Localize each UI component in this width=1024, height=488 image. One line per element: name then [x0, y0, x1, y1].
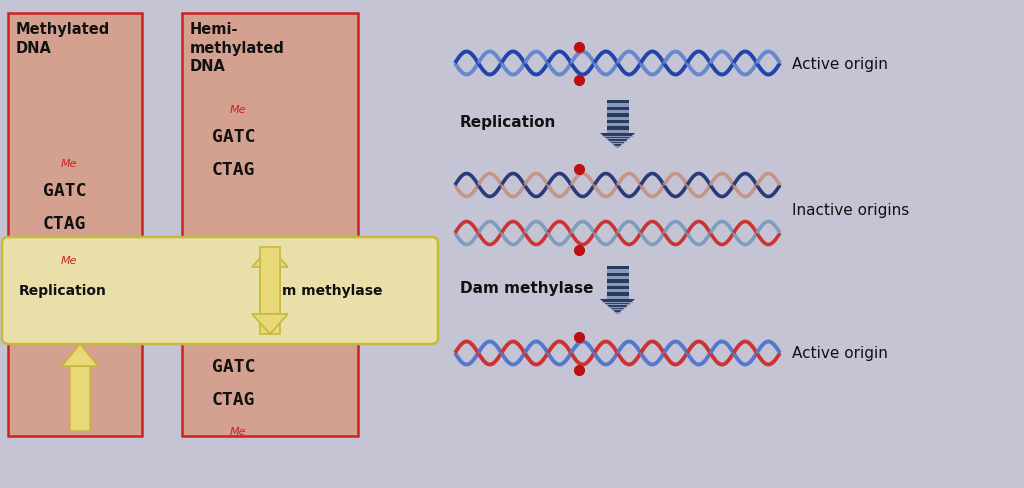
- Text: Active origin: Active origin: [792, 346, 888, 361]
- Bar: [606, 130, 629, 134]
- Bar: [606, 127, 629, 130]
- Polygon shape: [600, 134, 635, 149]
- Text: GATC: GATC: [212, 357, 256, 375]
- Bar: [606, 114, 629, 117]
- Bar: [8, 14, 142, 436]
- Text: Me: Me: [61, 256, 78, 265]
- Bar: [606, 276, 629, 280]
- Bar: [606, 273, 629, 276]
- Text: Me: Me: [230, 426, 247, 436]
- Bar: [260, 247, 280, 314]
- Text: CTAG: CTAG: [212, 390, 256, 408]
- Bar: [606, 111, 629, 114]
- Text: Replication: Replication: [19, 284, 106, 298]
- Text: Dam methylase: Dam methylase: [261, 284, 383, 298]
- Bar: [606, 101, 629, 104]
- Text: Me: Me: [61, 159, 78, 169]
- Bar: [606, 293, 629, 296]
- Polygon shape: [600, 299, 635, 314]
- Bar: [606, 121, 629, 124]
- Text: Hemi-
methylated
DNA: Hemi- methylated DNA: [190, 22, 285, 74]
- Text: Active origin: Active origin: [792, 57, 888, 71]
- Bar: [606, 107, 629, 111]
- Text: Me: Me: [230, 105, 247, 115]
- Text: GATC: GATC: [212, 128, 256, 146]
- Bar: [606, 289, 629, 293]
- Text: CTAG: CTAG: [212, 161, 256, 179]
- Bar: [70, 366, 90, 431]
- Bar: [606, 117, 629, 121]
- Bar: [260, 267, 280, 334]
- Text: Methylated
DNA: Methylated DNA: [16, 22, 111, 56]
- Bar: [606, 296, 629, 299]
- Bar: [182, 14, 358, 436]
- Bar: [606, 286, 629, 289]
- Bar: [606, 124, 629, 127]
- Polygon shape: [252, 247, 288, 267]
- Text: CTAG: CTAG: [43, 215, 86, 232]
- Text: Replication: Replication: [460, 114, 556, 129]
- Text: Inactive origins: Inactive origins: [792, 202, 909, 217]
- Bar: [606, 270, 629, 273]
- Text: Dam methylase: Dam methylase: [460, 280, 594, 295]
- Bar: [606, 280, 629, 283]
- Bar: [606, 266, 629, 270]
- Polygon shape: [62, 345, 98, 366]
- Bar: [606, 283, 629, 286]
- Polygon shape: [252, 314, 288, 334]
- Bar: [606, 104, 629, 107]
- Text: GATC: GATC: [43, 182, 86, 200]
- FancyBboxPatch shape: [2, 238, 438, 345]
